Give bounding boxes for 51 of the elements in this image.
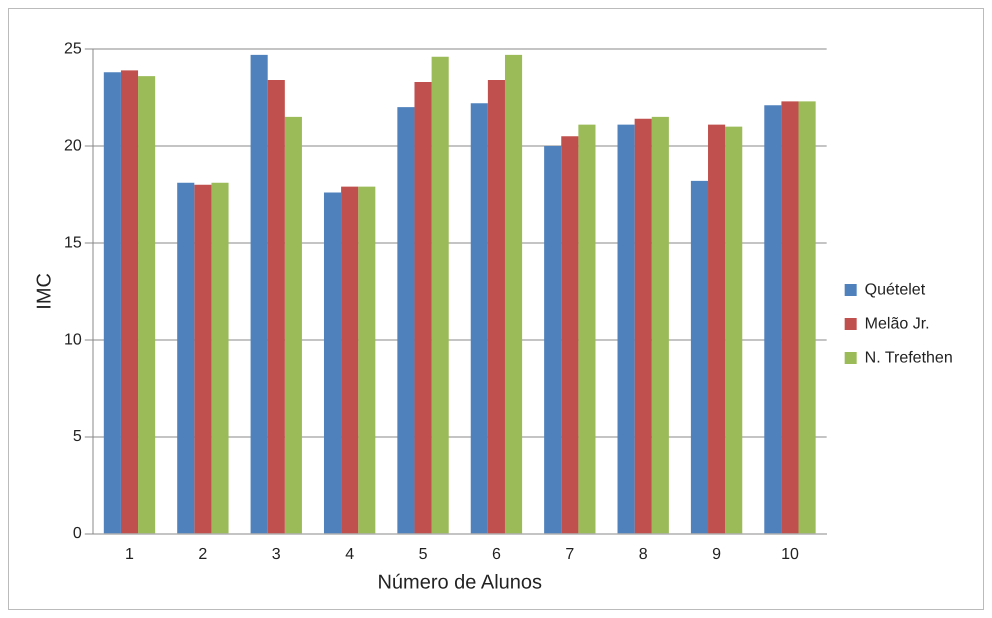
x-tick-label: 7 <box>565 546 574 563</box>
bar <box>324 192 342 534</box>
bar <box>561 136 578 534</box>
bar <box>708 124 726 534</box>
bar <box>764 105 782 534</box>
bar <box>194 184 212 534</box>
bar <box>470 103 488 534</box>
x-axis-title: Número de Alunos <box>377 572 542 594</box>
legend-label: Quételet <box>864 281 926 298</box>
legend-label: N. Trefethen <box>864 349 953 366</box>
bar <box>268 80 285 534</box>
bar <box>250 54 268 534</box>
bar <box>104 72 121 534</box>
x-tick-label: 3 <box>272 546 281 563</box>
bar <box>284 116 302 534</box>
y-tick-label: 0 <box>72 525 82 542</box>
bar <box>341 186 358 534</box>
bar <box>138 76 156 534</box>
bar <box>544 146 562 534</box>
bar <box>397 107 414 534</box>
y-tick-label: 10 <box>64 331 82 348</box>
bar <box>504 54 522 534</box>
bar <box>798 101 816 534</box>
x-tick-label: 8 <box>638 546 648 563</box>
bar <box>177 182 194 534</box>
bar <box>488 80 505 534</box>
y-tick-label: 5 <box>72 428 82 446</box>
y-tick-label: 25 <box>64 40 82 58</box>
y-tick-label: 15 <box>64 234 82 252</box>
bar <box>725 126 742 534</box>
bar <box>652 116 669 534</box>
x-tick-label: 4 <box>345 546 354 563</box>
bar <box>432 56 449 534</box>
x-tick-label: 10 <box>781 546 799 563</box>
bar <box>690 180 708 534</box>
x-tick-label: 5 <box>418 546 428 563</box>
x-tick-label: 2 <box>198 546 208 563</box>
x-tick-label: 6 <box>492 546 501 563</box>
bar <box>634 118 652 534</box>
y-tick-label: 20 <box>64 137 82 154</box>
y-axis-title: IMC <box>34 273 56 310</box>
x-tick-label: 1 <box>125 546 134 563</box>
legend-label: Melão Jr. <box>864 315 930 332</box>
bar <box>358 186 376 534</box>
bar <box>414 82 432 534</box>
bar <box>781 101 799 534</box>
bar <box>120 70 138 534</box>
bar <box>211 182 229 534</box>
bar <box>578 124 596 534</box>
bar <box>618 124 635 534</box>
x-tick-label: 9 <box>712 546 722 563</box>
